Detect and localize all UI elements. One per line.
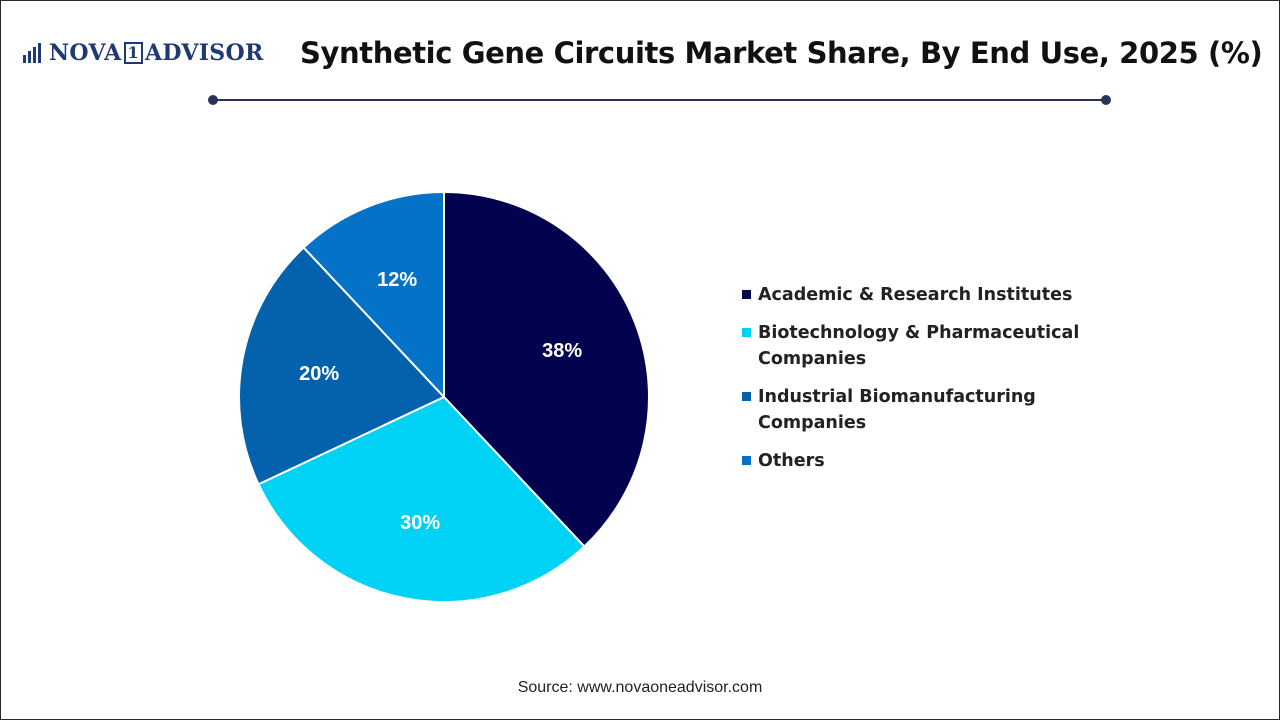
pie-slice-2 bbox=[238, 246, 446, 486]
logo-text-one: 1 bbox=[123, 42, 143, 64]
legend-label-3: Others bbox=[758, 451, 825, 471]
pie-slice-0 bbox=[443, 190, 650, 548]
chart-title: Synthetic Gene Circuits Market Share, By… bbox=[300, 36, 1263, 70]
logo: NOVA 1 ADVISOR bbox=[22, 38, 264, 68]
legend-label-2: Industrial Biomanufacturing Companies bbox=[758, 387, 1036, 433]
legend-swatch-3 bbox=[742, 456, 751, 465]
pie-data-label-3: 12% bbox=[377, 269, 417, 291]
legend-swatch-0 bbox=[742, 290, 751, 299]
pie-slice-1 bbox=[257, 395, 586, 603]
divider-dot-right bbox=[1101, 95, 1111, 105]
bar-chart-logo-icon bbox=[23, 43, 41, 63]
pie-slice-3 bbox=[302, 190, 445, 400]
legend-swatch-2 bbox=[742, 392, 751, 401]
legend-swatch-1 bbox=[742, 328, 751, 337]
logo-text-advisor: ADVISOR bbox=[144, 40, 264, 66]
legend-item-2: Industrial Biomanufacturing Companies bbox=[742, 384, 1142, 436]
divider-dot-left bbox=[208, 95, 218, 105]
legend-item-1: Biotechnology & Pharmaceutical Companies bbox=[742, 320, 1142, 372]
pie-data-label-2: 20% bbox=[299, 363, 339, 385]
legend: Academic & Research Institutes Biotechnol… bbox=[742, 282, 1142, 486]
logo-text-nova: NOVA bbox=[49, 40, 122, 66]
legend-item-3: Others bbox=[742, 448, 1142, 474]
pie-data-label-1: 30% bbox=[400, 512, 440, 534]
title-divider bbox=[214, 99, 1106, 101]
legend-item-0: Academic & Research Institutes bbox=[742, 282, 1142, 308]
source-note: Source: www.novaoneadvisor.com bbox=[517, 679, 763, 696]
logo-text: NOVA 1 ADVISOR bbox=[49, 40, 264, 66]
legend-label-1: Biotechnology & Pharmaceutical Companies bbox=[758, 323, 1080, 369]
legend-label-0: Academic & Research Institutes bbox=[758, 285, 1073, 305]
pie-data-label-0: 38% bbox=[542, 340, 582, 362]
